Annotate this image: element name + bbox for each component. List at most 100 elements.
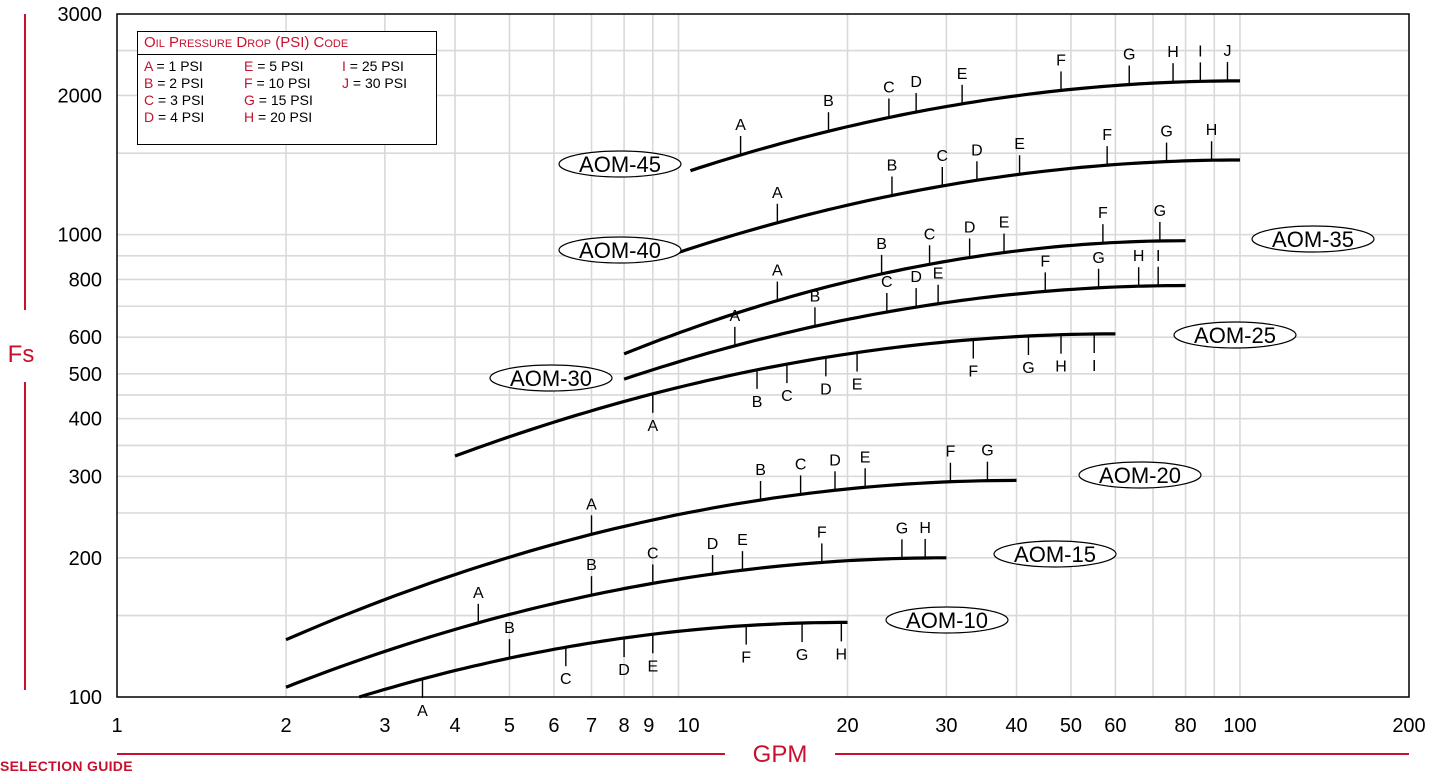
pressure-marker-label: I [1156, 248, 1160, 265]
pressure-marker-label: A [586, 496, 597, 513]
pressure-marker-label: A [647, 418, 658, 435]
series-label-badge [1078, 461, 1202, 489]
pressure-marker-label: G [1092, 250, 1104, 267]
pressure-marker-label: B [810, 288, 821, 305]
legend-entry-code: C [144, 92, 155, 108]
series-label-badge [885, 606, 1009, 634]
x-tick-label: 1 [111, 715, 122, 737]
x-tick-label: 100 [1223, 715, 1256, 737]
series-label: AOM-30 [510, 366, 592, 391]
pressure-marker-label: D [971, 142, 983, 159]
pressure-marker-label: C [883, 80, 895, 97]
pressure-marker-label: E [860, 449, 871, 466]
y-tick-label: 800 [69, 269, 102, 291]
legend-entry-text: = 5 PSI [253, 58, 304, 74]
pressure-marker-label: F [1102, 127, 1112, 144]
pressure-marker-label: D [910, 269, 922, 286]
x-tick-label: 7 [586, 715, 597, 737]
legend-entry-text: = 30 PSI [349, 75, 407, 91]
pressure-marker-label: F [817, 524, 827, 541]
legend-entry-code: D [144, 109, 155, 125]
legend-entry-code: G [244, 92, 255, 108]
pressure-marker-label: G [1154, 203, 1166, 220]
x-tick-label: 4 [449, 715, 460, 737]
legend-entry-text: = 1 PSI [152, 58, 203, 74]
series-label-badge [1251, 225, 1375, 253]
y-tick-label: 2000 [58, 85, 103, 107]
pressure-marker-label: D [618, 662, 630, 679]
legend-entry-code: F [244, 75, 253, 91]
pressure-marker-label: H [1206, 122, 1218, 139]
y-tick-label: 600 [69, 327, 102, 349]
pressure-marker-label: F [968, 364, 978, 381]
pressure-marker-label: G [1160, 124, 1172, 141]
x-tick-label: 80 [1174, 715, 1196, 737]
series-label-badge [993, 540, 1117, 568]
y-tick-label: 1000 [58, 225, 103, 247]
series-line [285, 556, 947, 689]
y-tick-label: 400 [69, 409, 102, 431]
legend-entry-text: = 25 PSI [345, 58, 404, 74]
legend-entry-text: = 3 PSI [154, 92, 205, 108]
legend-entry-text: = 10 PSI [252, 75, 311, 91]
pressure-marker-label: E [933, 266, 944, 283]
pressure-marker-label: F [1056, 52, 1066, 69]
pressure-marker-label: D [829, 452, 841, 469]
series-line [689, 79, 1240, 173]
x-axis-title: GPM [753, 741, 808, 768]
pressure-marker-label: G [796, 647, 808, 664]
series-aom-20: A B C D E F G AOM-20 [285, 443, 1202, 642]
pressure-marker-label: E [647, 658, 658, 675]
series-line [454, 332, 1116, 458]
series-label-badge [558, 150, 682, 178]
pressure-marker-label: B [586, 557, 597, 574]
pressure-marker-label: C [781, 388, 793, 405]
pressure-marker-label: E [1014, 136, 1025, 153]
x-tick-label: 40 [1005, 715, 1027, 737]
pressure-marker-label: I [1198, 43, 1202, 60]
pressure-marker-label: H [1055, 359, 1067, 376]
x-tick-label: 200 [1392, 715, 1425, 737]
series-label: AOM-45 [579, 152, 661, 177]
pressure-marker-label: G [1022, 360, 1034, 377]
legend-entry-code: J [342, 75, 349, 91]
series-line [623, 283, 1186, 381]
pressure-marker-label: F [1040, 253, 1050, 270]
pressure-marker-label: B [876, 236, 887, 253]
pressure-marker-label: B [887, 158, 898, 175]
series-line [623, 239, 1186, 356]
x-tick-label: 3 [379, 715, 390, 737]
legend-entry [342, 92, 428, 109]
legend-entry: B = 2 PSI [144, 75, 244, 92]
pressure-marker-label: H [1167, 44, 1179, 61]
legend-entry: F = 10 PSI [244, 75, 342, 92]
x-tick-label: 60 [1104, 715, 1126, 737]
series-line [358, 620, 848, 699]
legend-entry [342, 109, 428, 126]
pressure-marker-label: B [752, 394, 763, 411]
pressure-marker-label: D [910, 74, 922, 91]
pressure-marker-label: H [836, 646, 848, 663]
legend-entry-code: E [244, 58, 254, 74]
y-axis-title: Fs [8, 341, 35, 368]
series-label-badge [558, 236, 682, 264]
legend-entry-code: H [244, 109, 255, 125]
series-label: AOM-10 [906, 608, 988, 633]
series-label-badge [489, 364, 613, 392]
pressure-marker-label: H [1133, 248, 1145, 265]
y-tick-label: 200 [69, 548, 102, 570]
pressure-marker-label: E [957, 66, 968, 83]
pressure-marker-label: B [504, 620, 515, 637]
chart-ticks: 1 2 3 4 5 6 7 8 9 10 20 30 40 50 60 80 100 200 100 200 300 40… [58, 4, 1426, 737]
pressure-marker-label: D [707, 536, 719, 553]
x-tick-label: 50 [1060, 715, 1082, 737]
pressure-marker-label: E [999, 215, 1010, 232]
legend-entry-text: = 4 PSI [154, 109, 205, 125]
pressure-marker-label: G [896, 520, 908, 537]
series-label: AOM-25 [1194, 323, 1276, 348]
y-tick-label: 3000 [58, 4, 103, 26]
pressure-marker-label: A [730, 308, 741, 325]
